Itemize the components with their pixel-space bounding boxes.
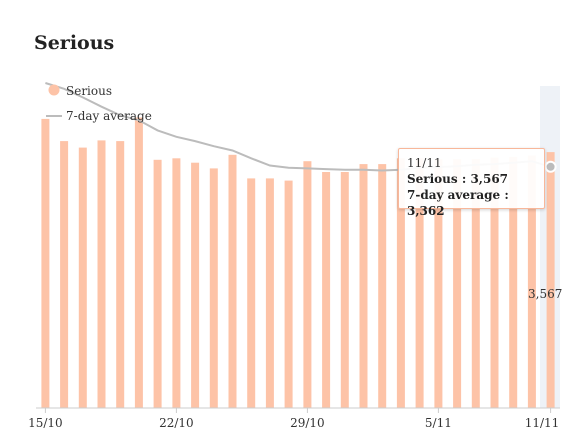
x-tick-label: 5/11 (425, 416, 452, 430)
bar-24-10[interactable] (209, 168, 218, 408)
bar-20-10[interactable] (134, 117, 143, 409)
tooltip-date: 11/11 (407, 156, 442, 170)
bar-27-10[interactable] (265, 178, 274, 408)
bars-group (41, 117, 555, 409)
bar-19-10[interactable] (116, 141, 125, 408)
bar-28-10[interactable] (284, 180, 293, 408)
bar-7-11[interactable] (471, 159, 480, 408)
bar-10-11[interactable] (527, 155, 536, 409)
bar-25-10[interactable] (228, 154, 237, 408)
chart-title: Serious (34, 32, 115, 54)
x-tick-label: 15/10 (28, 416, 63, 430)
bar-23-10[interactable] (191, 162, 200, 408)
bar-30-10[interactable] (322, 172, 331, 408)
tooltip-serious: Serious : 3,567 (407, 172, 509, 186)
bar-2-11[interactable] (378, 164, 387, 408)
tooltip: 11/11 Serious : 3,567 7-day average : 3,… (398, 148, 545, 218)
x-tick-label: 22/10 (159, 416, 194, 430)
bar-5-11[interactable] (434, 159, 443, 408)
bar-15-10[interactable] (41, 118, 50, 409)
legend-serious-label: Serious (66, 84, 112, 98)
legend-serious-swatch (48, 84, 60, 96)
x-tick-label: 11/11 (525, 416, 560, 430)
bar-21-10[interactable] (153, 159, 162, 408)
bar-1-11[interactable] (359, 164, 368, 408)
bar-6-11[interactable] (453, 159, 462, 408)
bar-4-11[interactable] (415, 158, 424, 408)
bar-16-10[interactable] (60, 141, 69, 408)
bar-31-10[interactable] (340, 172, 349, 408)
tooltip-average: 7-day average : 3,362 (407, 188, 509, 218)
legend-average-label: 7-day average (66, 109, 152, 123)
x-ticks: 15/10 22/10 29/10 5/11 11/11 (28, 408, 559, 430)
bar-17-10[interactable] (78, 147, 87, 408)
average-hover-point (544, 160, 557, 173)
bar-18-10[interactable] (97, 140, 106, 408)
bar-29-10[interactable] (303, 161, 312, 408)
bar-8-11[interactable] (490, 157, 499, 408)
x-tick-label: 29/10 (290, 416, 325, 430)
bar-data-label: 3,567 (528, 287, 562, 301)
bar-22-10[interactable] (172, 158, 181, 408)
bar-11-11[interactable] (546, 152, 555, 408)
bar-3-11[interactable] (396, 158, 405, 408)
bar-9-11[interactable] (509, 156, 518, 408)
bar-26-10[interactable] (247, 178, 256, 408)
